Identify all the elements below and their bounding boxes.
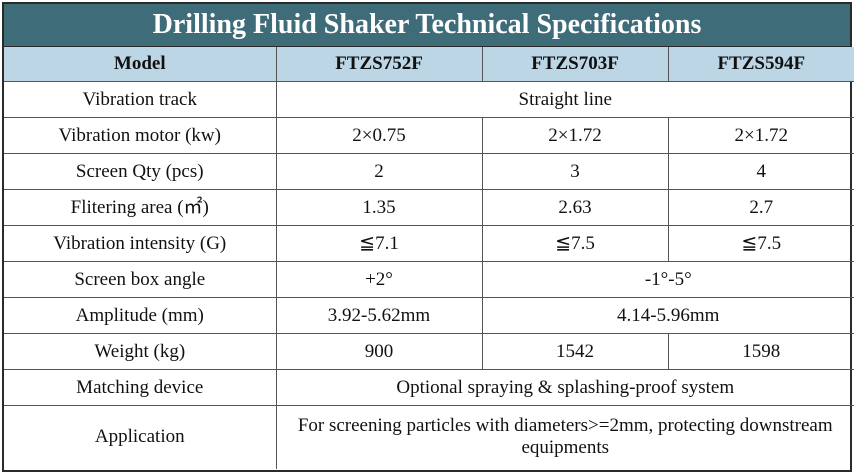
cell-value: 1598: [667, 333, 854, 370]
row-label: Amplitude (mm): [4, 297, 277, 334]
cell-value: 2×1.72: [481, 117, 669, 154]
table-row: Vibration motor (kw) 2×0.75 2×1.72 2×1.7…: [4, 117, 854, 154]
header-ftzs703f: FTZS703F: [481, 47, 669, 82]
table-row: Vibration track Straight line: [4, 81, 854, 118]
table-row: Matching device Optional spraying & spla…: [4, 369, 854, 406]
cell-value: 1542: [481, 333, 669, 370]
table-row: Screen box angle +2° -1°-5°: [4, 261, 854, 298]
row-label: Vibration motor (kw): [4, 117, 277, 154]
cell-value: For screening particles with diameters>=…: [275, 405, 854, 469]
cell-value: 2.7: [667, 189, 854, 226]
cell-value: 2×1.72: [667, 117, 854, 154]
spec-table: Model FTZS752F FTZS703F FTZS594F Vibrati…: [4, 47, 854, 469]
table-row: Vibration intensity (G) ≦7.1 ≦7.5 ≦7.5: [4, 225, 854, 262]
cell-value: 4: [667, 153, 854, 190]
row-label: Application: [4, 405, 277, 469]
row-label: Screen Qty (pcs): [4, 153, 277, 190]
table-row: Weight (kg) 900 1542 1598: [4, 333, 854, 370]
cell-value: 2×0.75: [275, 117, 483, 154]
cell-value: 900: [275, 333, 483, 370]
row-label: Matching device: [4, 369, 277, 406]
cell-value: -1°-5°: [481, 261, 854, 298]
table-header-row: Model FTZS752F FTZS703F FTZS594F: [4, 47, 854, 82]
cell-value: ≦7.5: [667, 225, 854, 262]
cell-value: 4.14-5.96mm: [481, 297, 854, 334]
cell-value: +2°: [275, 261, 483, 298]
header-model: Model: [4, 47, 277, 82]
cell-value: ≦7.1: [275, 225, 483, 262]
header-ftzs752f: FTZS752F: [275, 47, 483, 82]
cell-value: 2.63: [481, 189, 669, 226]
cell-value: 3: [481, 153, 669, 190]
row-label: Vibration track: [4, 81, 277, 118]
cell-value: 2: [275, 153, 483, 190]
table-row: Application For screening particles with…: [4, 405, 854, 469]
cell-value: 3.92-5.62mm: [275, 297, 483, 334]
cell-value: ≦7.5: [481, 225, 669, 262]
table-row: Amplitude (mm) 3.92-5.62mm 4.14-5.96mm: [4, 297, 854, 334]
header-ftzs594f: FTZS594F: [667, 47, 854, 82]
cell-value: Optional spraying & splashing-proof syst…: [275, 369, 854, 406]
cell-value: Straight line: [275, 81, 854, 118]
row-label: Vibration intensity (G): [4, 225, 277, 262]
table-row: Screen Qty (pcs) 2 3 4: [4, 153, 854, 190]
table-row: Flitering area (㎡) 1.35 2.63 2.7: [4, 189, 854, 226]
page-title: Drilling Fluid Shaker Technical Specific…: [4, 4, 850, 47]
row-label: Flitering area (㎡): [4, 189, 277, 226]
row-label: Screen box angle: [4, 261, 277, 298]
cell-value: 1.35: [275, 189, 483, 226]
row-label: Weight (kg): [4, 333, 277, 370]
